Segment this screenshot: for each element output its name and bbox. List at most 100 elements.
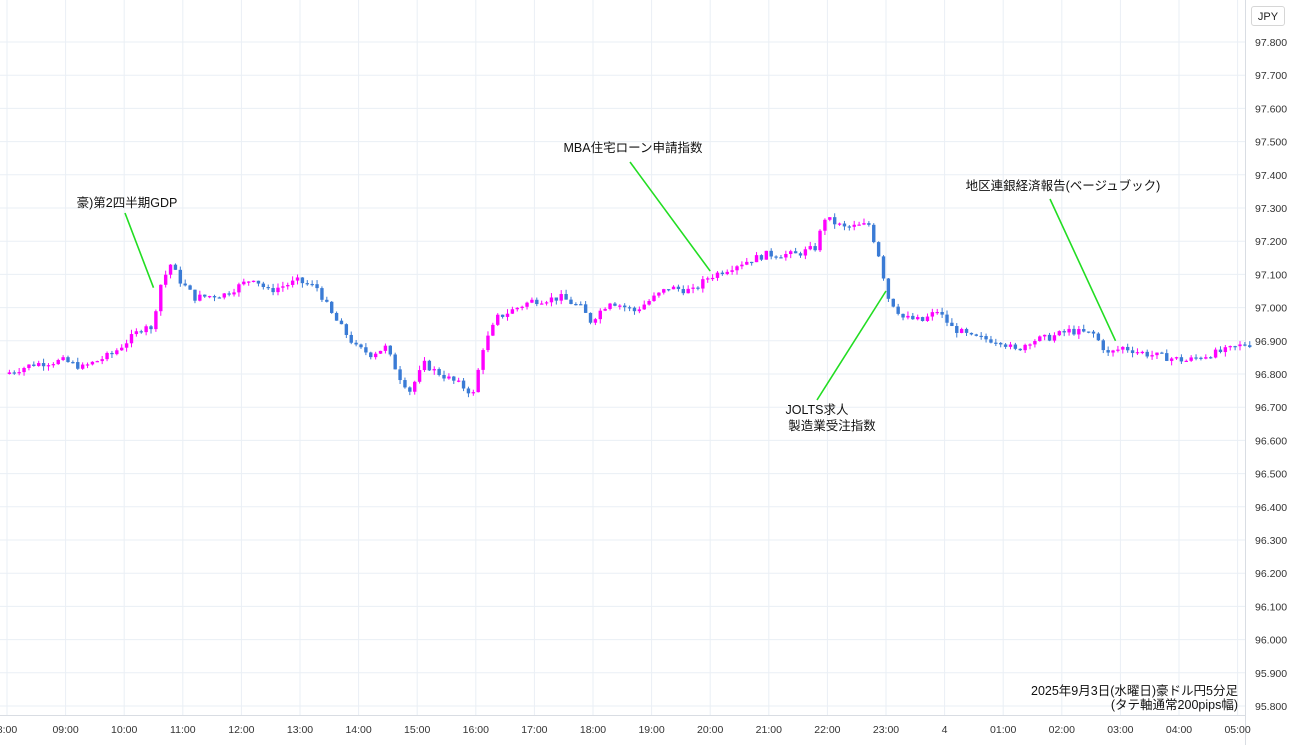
- candle-body: [774, 256, 778, 258]
- candle-body: [344, 324, 349, 335]
- currency-unit-button[interactable]: JPY: [1251, 6, 1285, 26]
- caption-line-1: 2025年9月3日(水曜日)豪ドル円5分足: [1031, 684, 1238, 698]
- candle-body: [925, 316, 930, 322]
- candle-body: [681, 289, 685, 294]
- candle-body: [56, 360, 60, 365]
- candle-body: [720, 272, 725, 275]
- candle-body: [637, 309, 642, 312]
- candle-body: [266, 287, 270, 289]
- candle-body: [281, 286, 285, 288]
- candle-body: [1038, 336, 1042, 342]
- candle-body: [320, 288, 324, 300]
- candle-body: [564, 294, 568, 300]
- candle-body: [383, 345, 388, 351]
- candle-body: [393, 354, 397, 370]
- price-tick-label: 97.500: [1255, 137, 1287, 149]
- candle-body: [466, 388, 471, 394]
- candle-body: [955, 326, 959, 333]
- candle-body: [764, 250, 769, 260]
- candle-body: [27, 364, 31, 369]
- candle-body: [583, 304, 588, 313]
- candle-body: [530, 299, 534, 303]
- candle-body: [129, 334, 134, 344]
- candle-body: [593, 319, 598, 323]
- candle-body: [1077, 329, 1081, 335]
- candle-body: [422, 360, 427, 371]
- candle-body: [652, 295, 656, 301]
- annotation-leader-line: [629, 161, 711, 272]
- candle-body: [632, 307, 637, 312]
- price-tick-label: 97.400: [1255, 170, 1287, 182]
- candle-body: [1165, 353, 1169, 361]
- candle-body: [17, 372, 21, 374]
- candle-body: [173, 264, 178, 270]
- candle-body: [1194, 357, 1198, 359]
- candle-body: [276, 287, 280, 293]
- candle-body: [1174, 357, 1179, 359]
- candle-body: [735, 266, 739, 271]
- time-tick-label: 18:00: [580, 724, 606, 736]
- price-tick-label: 97.600: [1255, 103, 1287, 115]
- axes: [0, 0, 1246, 745]
- candle-body: [989, 339, 993, 343]
- price-tick-label: 96.400: [1255, 502, 1287, 514]
- candle-body: [1125, 346, 1130, 351]
- candle-body: [256, 280, 261, 284]
- candle-body: [85, 364, 90, 366]
- candle-body: [442, 374, 446, 379]
- candle-body: [832, 217, 837, 225]
- candle-body: [1204, 357, 1208, 359]
- time-tick-label: 09:00: [52, 724, 78, 736]
- candle-body: [627, 307, 632, 309]
- candle-body: [1233, 346, 1237, 348]
- candle-body: [134, 331, 139, 335]
- candle-body: [1008, 344, 1013, 347]
- annotation-label: JOLTS求人: [786, 403, 849, 417]
- candle-body: [12, 372, 16, 374]
- candle-body: [217, 297, 222, 299]
- candle-body: [1047, 334, 1052, 341]
- candle-body: [769, 250, 773, 257]
- candle-body: [193, 289, 197, 301]
- grid-lines: [0, 0, 1245, 715]
- candle-body: [896, 306, 900, 314]
- candle-body: [22, 368, 26, 373]
- candle-body: [642, 304, 646, 310]
- candle-body: [432, 369, 436, 371]
- candle-body: [872, 224, 876, 243]
- time-tick-label: 19:00: [638, 724, 664, 736]
- candle-body: [842, 223, 847, 227]
- candle-body: [1057, 331, 1062, 336]
- candle-body: [857, 224, 861, 226]
- candle-body: [608, 303, 612, 309]
- candle-body: [920, 317, 925, 322]
- time-tick-label: 21:00: [756, 724, 782, 736]
- candle-body: [515, 307, 519, 310]
- price-tick-label: 97.200: [1255, 236, 1287, 248]
- candle-body: [364, 347, 368, 353]
- candle-body: [676, 286, 681, 290]
- annotation-label: MBA住宅ローン申請指数: [564, 140, 703, 155]
- candle-body: [76, 362, 80, 369]
- candle-body: [574, 304, 578, 306]
- candle-body: [603, 308, 607, 311]
- candle-body: [1150, 355, 1154, 357]
- candle-body: [881, 256, 886, 279]
- time-tick-label: 01:00: [990, 724, 1016, 736]
- candle-body: [222, 293, 226, 298]
- candle-body: [163, 274, 168, 285]
- candle-body: [852, 224, 856, 227]
- candle-body: [798, 253, 803, 256]
- candle-body: [935, 311, 939, 314]
- price-tick-label: 96.300: [1255, 535, 1287, 547]
- time-tick-label: 04:00: [1166, 724, 1192, 736]
- candle-body: [300, 277, 305, 284]
- candle-body: [295, 277, 300, 281]
- candles: [7, 213, 1252, 398]
- candle-body: [144, 326, 148, 333]
- candle-body: [1106, 350, 1110, 353]
- candle-body: [710, 277, 715, 280]
- candle-body: [1003, 344, 1008, 347]
